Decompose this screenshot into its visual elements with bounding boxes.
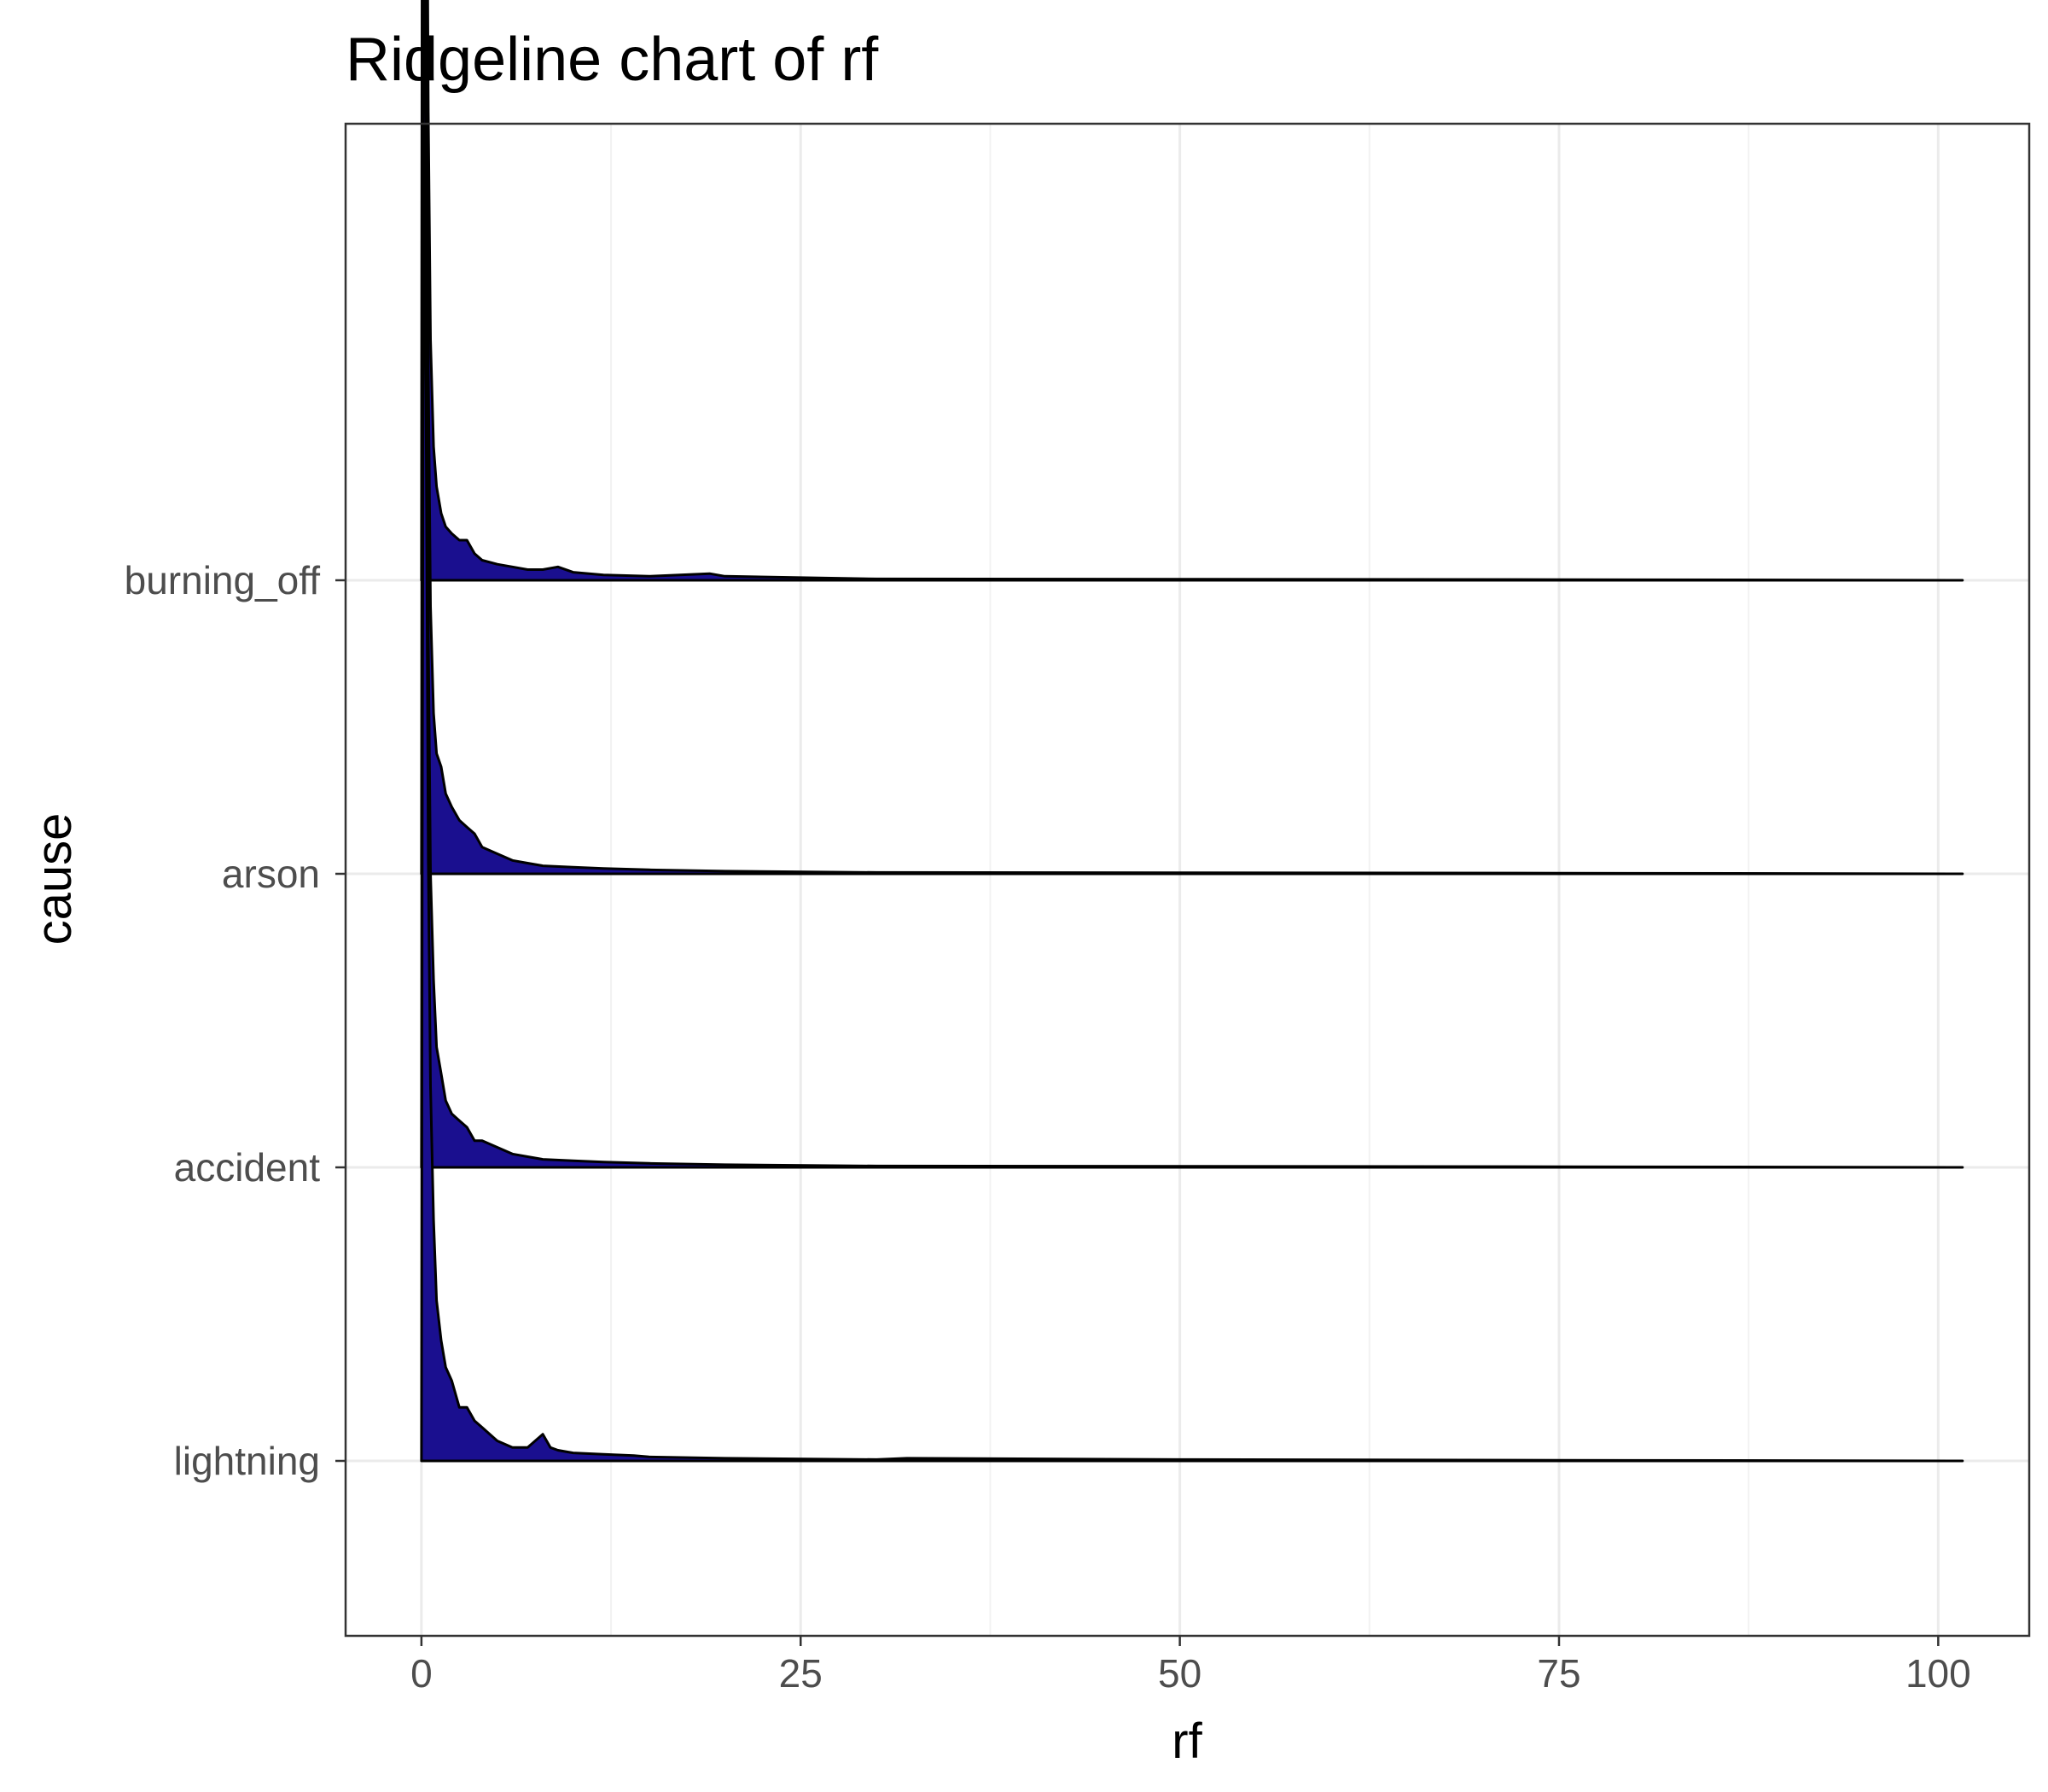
x-axis-title: rf xyxy=(1172,1713,1202,1769)
ridge-accident xyxy=(420,0,1964,1169)
y-tick-label-burning-off: burning_off xyxy=(125,558,321,602)
x-tick-label: 50 xyxy=(1158,1651,1201,1696)
x-axis: 0 25 50 75 100 xyxy=(410,1636,1971,1696)
chart-title: Ridgeline chart of rf xyxy=(346,26,879,94)
y-tick-label-arson: arson xyxy=(222,852,320,896)
x-tick-label: 75 xyxy=(1537,1651,1580,1696)
ridge-burning-off xyxy=(420,0,1964,582)
plot-border xyxy=(344,122,2031,1638)
density-ridges xyxy=(420,0,1964,1463)
x-tick-label: 100 xyxy=(1905,1651,1971,1696)
y-axis: lightning accident arson burning_off xyxy=(125,558,346,1483)
ridge-lightning xyxy=(420,122,1964,1463)
x-tick-label: 0 xyxy=(410,1651,433,1696)
x-tick-label: 25 xyxy=(779,1651,823,1696)
y-tick-label-accident: accident xyxy=(174,1145,321,1190)
y-tick-label-lightning: lightning xyxy=(174,1439,320,1483)
plot-panel xyxy=(346,124,2029,1636)
y-axis-title: cause xyxy=(26,813,82,945)
ridge-arson xyxy=(420,0,1964,876)
